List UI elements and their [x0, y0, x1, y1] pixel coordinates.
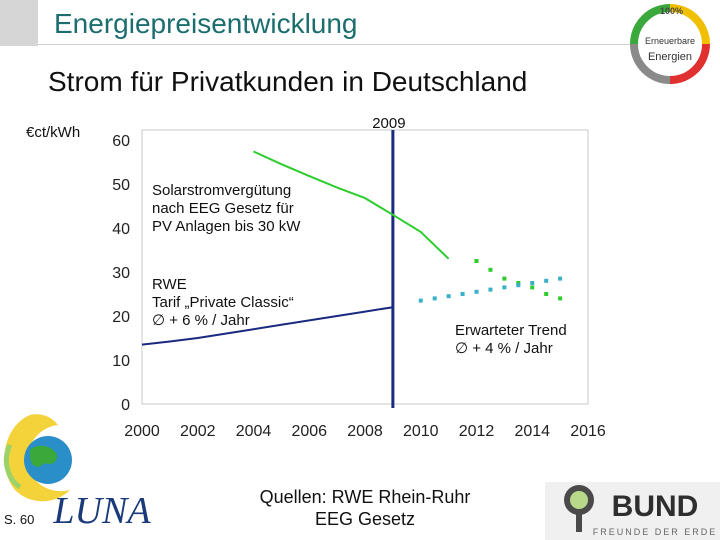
- series-point-1: [488, 267, 493, 272]
- y-tick-label: 50: [112, 177, 130, 194]
- x-tick-label: 2014: [514, 423, 550, 440]
- bund-wordmark: BUND: [612, 490, 699, 523]
- series-point-3: [544, 278, 549, 283]
- y-tick-label: 40: [112, 221, 130, 238]
- trend-annotation-line: Erwarteter Trend: [455, 322, 567, 339]
- y-tick-label: 0: [121, 397, 130, 414]
- series-point-3: [460, 292, 465, 296]
- badge-ring-green: [630, 4, 671, 45]
- sources-line: Quellen: RWE Rhein-Ruhr: [259, 487, 471, 507]
- badge-line2: Energien: [648, 51, 692, 63]
- x-tick-label: 2004: [236, 423, 272, 440]
- series-point-3: [516, 283, 521, 288]
- bund-subtitle: FREUNDE DER ERDE: [593, 527, 718, 537]
- badge-line1: Erneuerbare: [645, 36, 695, 46]
- rwe-annotation-line: Tarif „Private Classic“: [152, 294, 294, 311]
- sources-line: EEG Gesetz: [314, 509, 416, 529]
- rwe-annotation-line: ∅ + 6 % / Jahr: [152, 312, 250, 329]
- solar-annotation-line: Solarstromvergütung: [152, 182, 292, 199]
- series-point-1: [558, 296, 563, 301]
- badge-ring-yellow: [669, 4, 710, 45]
- series-point-3: [488, 287, 493, 292]
- y-tick-label: 60: [112, 133, 130, 150]
- luna-swoosh: [3, 443, 22, 490]
- x-tick-label: 2002: [180, 423, 216, 440]
- y-tick-label: 10: [112, 353, 130, 370]
- solar-annotation-line: PV Anlagen bis 30 kW: [152, 218, 301, 235]
- title-accent-bar: [0, 0, 38, 46]
- title-divider: [38, 44, 638, 45]
- rwe-annotation: RWE Tarif „Private Classic“ ∅ + 6 % / Ja…: [152, 276, 294, 330]
- series-point-1: [474, 259, 479, 263]
- luna-land-shape: [30, 445, 58, 467]
- badge-ring-grey: [630, 43, 671, 84]
- y-axis-unit: €ct/kWh: [26, 124, 81, 141]
- rwe-annotation-line: RWE: [152, 276, 187, 293]
- series-point-3: [446, 294, 451, 299]
- page-number: S. 60: [4, 512, 35, 527]
- solar-annotation: Solarstromvergütung nach EEG Gesetz für …: [152, 182, 300, 236]
- luna-moon-shape: [4, 414, 70, 502]
- solar-annotation-line: nach EEG Gesetz für: [152, 200, 294, 217]
- series-point-1: [516, 281, 521, 285]
- trend-annotation-line: ∅ + 4 % / Jahr: [455, 340, 553, 357]
- badge-top-text: 100%: [660, 6, 683, 16]
- series-point-3: [502, 285, 507, 290]
- x-tick-label: 2008: [347, 423, 383, 440]
- series-point-3: [558, 276, 563, 281]
- bund-logo: BUND FREUNDE DER ERDE: [545, 482, 720, 540]
- luna-wordmark: LUNA: [52, 490, 151, 532]
- plot-area-border: [141, 129, 589, 405]
- marker-label-2009: 2009: [372, 115, 405, 132]
- x-tick-label: 2012: [459, 423, 495, 440]
- series-point-3: [530, 281, 535, 285]
- series-line-0: [253, 150, 450, 260]
- page-title: Energiepreisentwicklung: [54, 8, 358, 39]
- x-tick-label: 2000: [124, 423, 160, 440]
- sources-text: Quellen: RWE Rhein-Ruhr EEG Gesetz: [230, 486, 500, 530]
- y-tick-label: 20: [112, 309, 130, 326]
- page-subtitle: Strom für Privatkunden in Deutschland: [48, 66, 528, 97]
- trend-annotation: Erwarteter Trend ∅ + 4 % / Jahr: [455, 322, 567, 358]
- series-point-1: [530, 285, 535, 290]
- series-point-3: [432, 296, 437, 301]
- x-tick-label: 2006: [291, 423, 327, 440]
- luna-logo: LUNA: [3, 414, 151, 532]
- series-line-2: [141, 306, 394, 346]
- x-tick-label: 2016: [570, 423, 606, 440]
- renewable-energy-badge: 100% Erneuerbare Energien: [630, 4, 710, 84]
- x-tick-label: 2010: [403, 423, 439, 440]
- series-point-1: [502, 276, 507, 281]
- bund-tree-inner: [570, 491, 588, 509]
- price-chart: 0 10 20 30 40 50 60 2000 2002 2004 2006 2008 2010 201…: [112, 115, 606, 440]
- series-point-3: [418, 298, 423, 303]
- bund-tree-trunk: [576, 510, 582, 532]
- series-point-1: [544, 292, 549, 296]
- y-tick-label: 30: [112, 265, 130, 282]
- badge-ring-red: [669, 43, 710, 84]
- series-point-3: [474, 289, 479, 294]
